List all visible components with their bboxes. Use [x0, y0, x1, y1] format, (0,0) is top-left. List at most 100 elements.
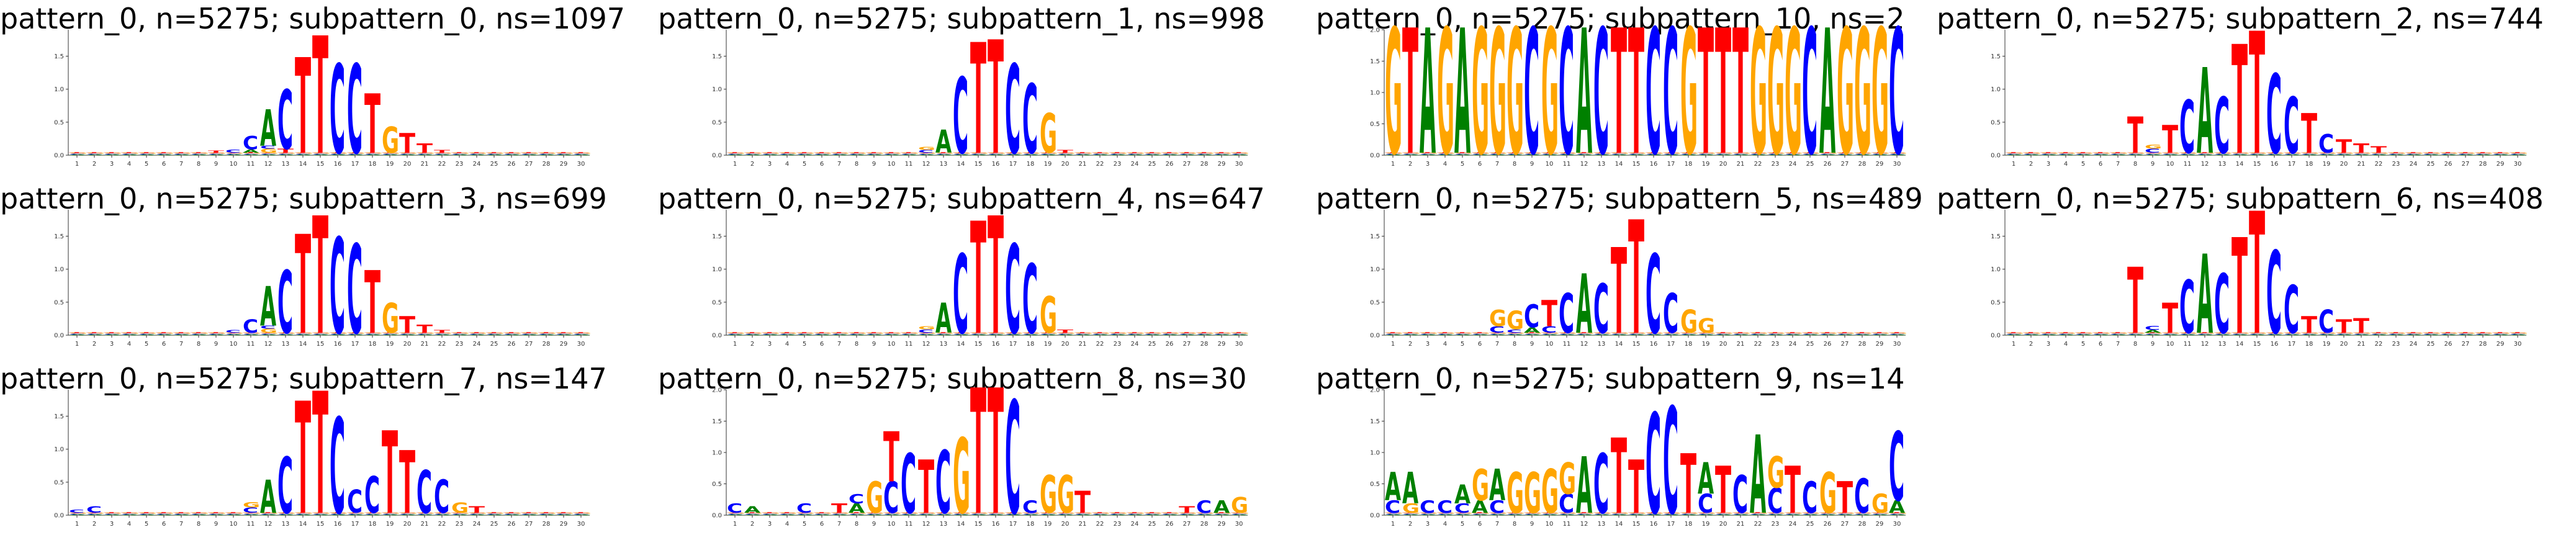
logo-letter-bg: C — [2058, 333, 2074, 335]
logo-letter-bg: T — [970, 152, 986, 153]
logo-letter-bg: C — [1127, 153, 1143, 155]
logo-letter-bg: C — [1196, 513, 1213, 515]
logo-letter-bg: A — [2440, 335, 2459, 336]
logo-letter-bg: T — [1819, 152, 1835, 153]
logo-letter-bg: G — [2457, 333, 2476, 334]
logo-letter-T: T — [2162, 119, 2178, 163]
logo-letter-bg: T — [2179, 332, 2195, 333]
x-tick-label: 17 — [1009, 161, 1017, 168]
logo-letter-bg: C — [277, 513, 294, 515]
logo-letter-bg: C — [779, 513, 796, 515]
logo-letter-bg: A — [1454, 155, 1473, 156]
x-tick-label: 29 — [1218, 341, 1226, 348]
logo-letter-bg: C — [434, 513, 451, 515]
logo-letter-bg: C — [1074, 153, 1091, 155]
logo-letter-bg: C — [434, 153, 451, 155]
logo-letter-bg: T — [1022, 332, 1038, 333]
logo-letter-bg: A — [503, 155, 522, 156]
sequence-logo-chart: 0.00.51.01.51 2 3 4 5 6 7 8 9 10 11 12 13 14 15 16 17 18 1… — [54, 183, 592, 371]
logo-letter-bg: G — [2440, 153, 2459, 154]
logo-letter-bg: T — [277, 152, 293, 153]
logo-letter-A: A — [1576, 257, 1592, 352]
logo-letter-bg: T — [503, 152, 519, 153]
logo-letter-bg: G — [2162, 153, 2181, 154]
logo-letter-bg: C — [243, 153, 259, 155]
logo-letter-bg: C — [2475, 153, 2492, 155]
logo-letter-bg: A — [814, 335, 832, 336]
x-tick-label: 14 — [1615, 341, 1623, 348]
logo-letter-bg: A — [260, 155, 279, 156]
logo-letter-bg: T — [727, 512, 742, 513]
logo-letter-bg: T — [156, 332, 171, 333]
logo-letter-bg: T — [970, 512, 986, 513]
logo-letter-bg: T — [277, 332, 293, 333]
logo-letter-bg: T — [1144, 152, 1160, 153]
logo-letter-bg: G — [1196, 513, 1215, 514]
x-tick-label: 28 — [1858, 161, 1867, 168]
logo-letter-bg: C — [521, 333, 538, 335]
logo-letter-bg: A — [156, 335, 174, 336]
logo-letter-bg: A — [2058, 155, 2076, 156]
y-tick-label: 1.5 — [1991, 233, 2001, 240]
x-tick-label: 6 — [820, 341, 824, 348]
logo-letter-bg: G — [918, 333, 937, 334]
logo-letter-bg: G — [1524, 153, 1542, 154]
logo-letter-bg: A — [2040, 335, 2059, 336]
logo-letter-bg: T — [503, 332, 519, 333]
logo-letter-bg: C — [2145, 153, 2161, 155]
x-tick-label: 13 — [1598, 341, 1606, 348]
logo-letter-bg: A — [2353, 335, 2372, 336]
logo-letter-bg: G — [573, 513, 592, 514]
x-tick-label: 20 — [2340, 161, 2348, 168]
logo-letter-bg: G — [1402, 513, 1421, 514]
x-tick-label: 30 — [1235, 521, 1243, 528]
logo-letter-bg: T — [1541, 512, 1557, 513]
logo-letter-bg: G — [1871, 513, 1890, 514]
logo-letter-bg: T — [1022, 512, 1038, 513]
logo-letter-bg: A — [2266, 335, 2285, 336]
logo-letter-bg: T — [1196, 152, 1212, 153]
logo-letter-C: C — [69, 508, 84, 514]
logo-letter-bg: T — [1802, 512, 1817, 513]
logo-letter-bg: G — [138, 333, 157, 334]
logo-letter-A: A — [1489, 460, 1505, 510]
x-tick-label: 1 — [75, 341, 79, 348]
logo-letter-bg: C — [538, 333, 555, 335]
logo-letter-bg: T — [486, 512, 502, 513]
logo-letter-bg: A — [814, 515, 832, 516]
logo-letter-bg: G — [434, 153, 453, 154]
logo-letter-bg: G — [779, 333, 798, 334]
logo-letter-bg: G — [538, 333, 557, 334]
logo-letter-C: C — [243, 317, 258, 337]
x-tick-label: 12 — [922, 521, 930, 528]
logo-letter-G: G — [1785, 0, 1802, 194]
logo-letter-bg: T — [1144, 332, 1160, 333]
x-tick-label: 15 — [975, 521, 983, 528]
logo-letter-G: G — [918, 325, 935, 331]
logo-letter-bg: T — [191, 332, 206, 333]
logo-letter-bg: T — [2301, 332, 2317, 333]
x-tick-label: 9 — [1530, 521, 1534, 528]
logo-letter-bg: C — [1837, 153, 1853, 155]
logo-letter-T: T — [399, 312, 416, 338]
logo-letter-bg: T — [486, 332, 502, 333]
logo-letter-bg: T — [1524, 332, 1539, 333]
logo-letter-bg: G — [277, 333, 296, 334]
logo-letter-bg: G — [1750, 333, 1768, 334]
logo-letter-bg: T — [988, 512, 1003, 513]
x-tick-label: 9 — [1530, 341, 1534, 348]
logo-letter-bg: T — [2023, 332, 2038, 333]
logo-letter-bg: G — [727, 153, 745, 154]
logo-letter-bg: T — [2092, 152, 2108, 153]
logo-letter-T: T — [2162, 295, 2178, 343]
logo-letter-bg: C — [1663, 513, 1680, 515]
logo-letter-bg: C — [417, 153, 433, 155]
logo-letter-bg: C — [1127, 513, 1143, 515]
logo-letter-bg: G — [1179, 513, 1197, 514]
logo-letter-bg: A — [138, 335, 157, 336]
x-tick-label: 14 — [299, 521, 307, 528]
logo-letter-bg: G — [2110, 153, 2128, 154]
logo-letter-bg: T — [1385, 512, 1400, 513]
x-tick-label: 11 — [905, 161, 913, 168]
logo-letter-C: C — [1646, 232, 1661, 359]
